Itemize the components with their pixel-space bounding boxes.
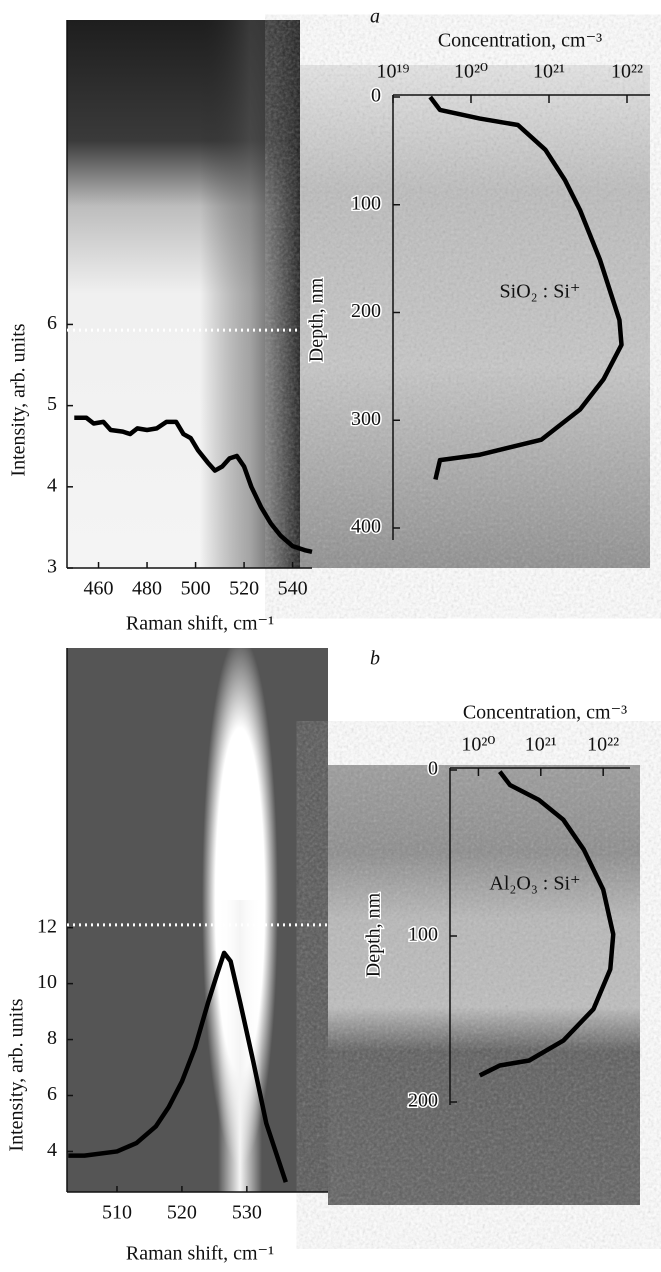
x-tick-label: 10²¹: [533, 61, 565, 83]
x-tick-label: 460: [84, 578, 114, 600]
y-tick-label: 6: [47, 312, 57, 334]
y-axis-label: Intensity, arb. units: [8, 323, 30, 476]
x-tick-label: 10²²: [611, 61, 643, 83]
x-tick-label: 10²¹: [525, 734, 557, 756]
y-tick-label: 8: [47, 1027, 57, 1049]
y-tick-label: 4: [47, 474, 57, 496]
spectrum-line: [68, 950, 288, 1183]
panel-label: a: [370, 6, 380, 28]
x-tick-label: 500: [181, 578, 211, 600]
spectrum-line: [74, 415, 313, 554]
x-tick-label: 480: [132, 578, 162, 600]
y-tick-label: 3: [47, 556, 57, 578]
y-axis-label: Intensity, arb. units: [6, 998, 28, 1151]
y-tick-label: 10: [37, 971, 57, 993]
backgrounds: [67, 20, 650, 1205]
y-tick-label: 200: [351, 300, 381, 322]
y-tick-label: 400: [351, 516, 381, 538]
y-tick-label: 100: [408, 924, 438, 946]
x-tick-label: 530: [232, 1202, 262, 1224]
y-tick-label: 300: [351, 408, 381, 430]
annotation: SiO₂ : Si⁺: [500, 281, 581, 303]
x-tick-label: 10¹⁹: [377, 61, 410, 83]
y-tick-label: 100: [351, 192, 381, 214]
x-tick-label: 540: [278, 578, 308, 600]
y-tick-label: 0: [371, 85, 381, 107]
y-tick-label: 0: [428, 758, 438, 780]
depth-profile: [428, 95, 624, 481]
x-tick-label: 10²²: [587, 734, 619, 756]
y-tick-label: 4: [47, 1139, 57, 1161]
panel-label: b: [370, 648, 380, 670]
depth-profile: [478, 770, 616, 1078]
annotation: Al₂O₃ : Si⁺: [489, 873, 580, 895]
y-tick-label: 5: [47, 393, 57, 415]
x-tick-label: 520: [229, 578, 259, 600]
x-axis-label: Concentration, cm⁻³: [463, 702, 627, 724]
x-axis-label: Raman shift, cm⁻¹: [126, 613, 274, 635]
x-tick-label: 510: [102, 1202, 132, 1224]
x-tick-label: 520: [167, 1202, 197, 1224]
y-tick-label: 6: [47, 1083, 57, 1105]
x-tick-label: 10²⁰: [454, 61, 488, 83]
x-axis-label: Concentration, cm⁻³: [438, 30, 602, 52]
x-tick-label: 10²⁰: [461, 734, 495, 756]
y-tick-label: 200: [408, 1090, 438, 1112]
y-axis-label: Depth, nm: [306, 277, 328, 362]
x-axis-label: Raman shift, cm⁻¹: [126, 1243, 274, 1265]
y-axis-label: Depth, nm: [363, 892, 385, 977]
y-tick-label: 12: [37, 915, 57, 937]
